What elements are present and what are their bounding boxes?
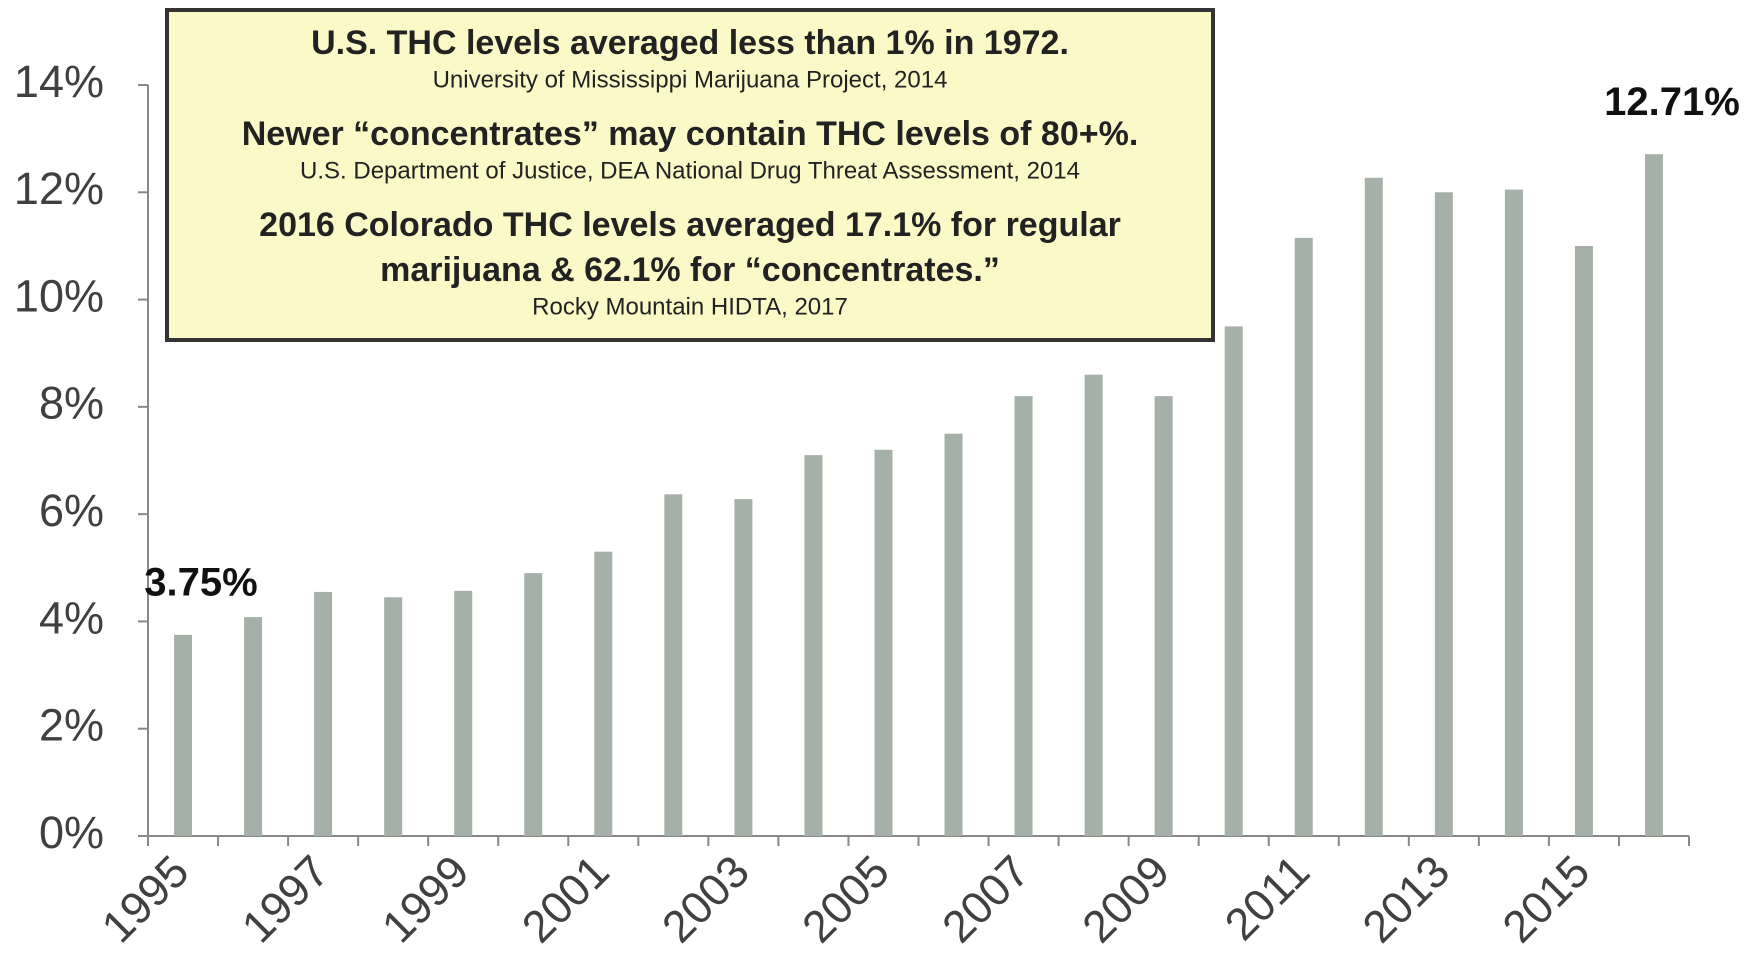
annotation-headline: Newer “concentrates” may contain THC lev… xyxy=(242,115,1139,153)
bar xyxy=(314,591,333,836)
x-tick-label: 1999 xyxy=(372,845,479,952)
bar xyxy=(944,433,963,836)
bar xyxy=(1014,396,1033,836)
y-tick-label: 0% xyxy=(39,807,104,858)
bar xyxy=(664,494,683,836)
x-tick-label: 1995 xyxy=(92,845,199,952)
bar xyxy=(1504,189,1523,836)
x-tick-label: 1997 xyxy=(232,845,339,952)
y-tick-label: 14% xyxy=(14,56,104,107)
x-tick-label: 2013 xyxy=(1352,845,1459,952)
bar xyxy=(1574,245,1593,836)
y-tick-label: 8% xyxy=(39,378,104,429)
annotation-box xyxy=(165,8,1215,342)
x-tick-label: 2007 xyxy=(932,845,1039,952)
bar xyxy=(1224,326,1243,836)
x-tick-label: 2001 xyxy=(512,845,619,952)
annotation-headline: U.S. THC levels averaged less than 1% in… xyxy=(311,24,1069,62)
y-tick-label: 10% xyxy=(14,270,104,321)
x-tick-label: 2009 xyxy=(1072,845,1179,952)
value-label: 12.71% xyxy=(1604,80,1740,124)
bar xyxy=(804,455,823,836)
value-label: 3.75% xyxy=(144,560,257,604)
y-tick-label: 6% xyxy=(39,485,104,536)
bar xyxy=(734,499,753,836)
bar xyxy=(594,551,613,836)
annotation-source: University of Mississippi Marijuana Proj… xyxy=(433,66,948,93)
bar xyxy=(1084,374,1103,836)
bar xyxy=(244,617,263,836)
bar xyxy=(384,597,403,836)
bar xyxy=(1154,396,1173,836)
bar xyxy=(1644,154,1663,836)
annotation-headline: 2016 Colorado THC levels averaged 17.1% … xyxy=(259,206,1121,244)
x-tick-label: 2011 xyxy=(1215,845,1319,949)
bar xyxy=(1364,177,1383,837)
x-tick-label: 2005 xyxy=(792,845,899,952)
annotation-source: U.S. Department of Justice, DEA National… xyxy=(300,157,1080,184)
y-tick-label: 12% xyxy=(14,163,104,214)
y-tick-label: 4% xyxy=(39,592,104,643)
bar xyxy=(524,573,543,836)
x-tick-label: 2003 xyxy=(652,845,759,952)
bar xyxy=(1294,237,1313,836)
bar xyxy=(454,590,473,836)
bar xyxy=(874,449,893,836)
bar xyxy=(1434,192,1453,837)
bar xyxy=(174,634,193,836)
annotation-source: Rocky Mountain HIDTA, 2017 xyxy=(532,293,848,320)
x-tick-label: 2015 xyxy=(1493,845,1600,952)
y-tick-label: 2% xyxy=(39,700,104,751)
annotation-headline: marijuana & 62.1% for “concentrates.” xyxy=(380,251,1000,289)
